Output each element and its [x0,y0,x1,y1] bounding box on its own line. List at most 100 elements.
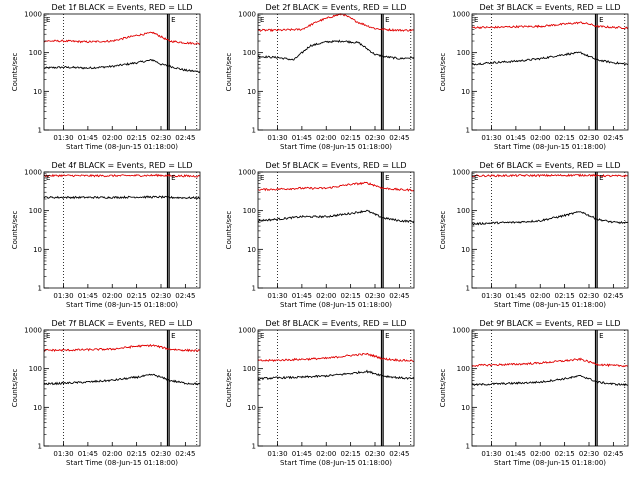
x-axis-label: Start Time (08-Jun-15 01:18:00) [66,143,178,151]
x-tick-label: 02:45 [603,134,623,142]
y-tick-label: 1 [466,127,470,135]
x-tick-label: 02:00 [316,450,336,458]
y-tick-label: 1 [252,127,256,135]
plot-frame [257,171,415,289]
series-line-events [257,369,415,381]
marker-e-label: E [171,174,175,182]
x-tick-label: 02:30 [365,292,385,300]
x-tick-label: 01:30 [53,292,73,300]
marker-e-label: E [385,332,389,340]
y-tick-label: 100 [457,365,470,373]
series-line-events [43,373,201,386]
y-tick-label: 1000 [238,169,256,177]
panel-title: Det 9f BLACK = Events, RED = LLD [479,319,620,328]
marker-e-label: E [599,332,603,340]
y-tick-label: 1 [252,285,256,293]
x-tick-label: 02:30 [579,292,599,300]
y-tick-label: 100 [243,49,256,57]
x-tick-label: 02:30 [151,134,171,142]
corner-e-label: E [260,174,264,182]
x-tick-label: 02:30 [365,134,385,142]
series-line-events [471,374,628,387]
series-line-lld [257,181,415,192]
y-tick-label: 100 [243,207,256,215]
y-axis-label: Counts/sec [439,211,447,250]
series-line-lld [257,12,415,33]
panel-title: Det 4f BLACK = Events, RED = LLD [51,161,192,170]
x-axis-label: Start Time (08-Jun-15 01:18:00) [66,301,178,309]
x-tick-label: 02:00 [102,292,122,300]
x-tick-label: 01:45 [506,292,526,300]
y-axis-label: Counts/sec [225,211,233,250]
x-tick-label: 01:30 [267,292,287,300]
panel-title: Det 6f BLACK = Events, RED = LLD [479,161,620,170]
panel-title: Det 5f BLACK = Events, RED = LLD [265,161,406,170]
x-tick-label: 01:45 [292,134,312,142]
y-tick-label: 1 [38,285,42,293]
y-tick-label: 1 [466,443,470,451]
y-tick-label: 1000 [452,327,470,335]
corner-e-label: E [46,332,50,340]
x-tick-label: 02:00 [102,450,122,458]
x-axis-label: Start Time (08-Jun-15 01:18:00) [280,301,392,309]
x-tick-label: 01:30 [481,292,501,300]
y-axis-label: Counts/sec [439,369,447,408]
panel-title: Det 1f BLACK = Events, RED = LLD [51,3,192,12]
y-tick-label: 10 [461,88,470,96]
x-axis-label: Start Time (08-Jun-15 01:18:00) [494,301,606,309]
x-tick-label: 01:30 [267,450,287,458]
plot-frame [43,171,201,289]
x-tick-label: 02:15 [127,292,147,300]
y-tick-label: 1 [38,443,42,451]
corner-e-label: E [474,174,478,182]
corner-e-label: E [46,16,50,24]
y-tick-label: 1000 [24,169,42,177]
x-tick-label: 02:00 [530,292,550,300]
x-tick-label: 02:00 [316,134,336,142]
y-axis-label: Counts/sec [11,211,19,250]
x-tick-label: 02:30 [579,134,599,142]
x-tick-label: 01:45 [506,450,526,458]
plot-frame [471,171,629,289]
y-tick-label: 10 [247,404,256,412]
x-tick-label: 01:45 [78,292,98,300]
x-tick-label: 02:15 [127,450,147,458]
x-tick-label: 01:30 [53,450,73,458]
x-tick-label: 01:30 [53,134,73,142]
y-tick-label: 1000 [238,11,256,19]
x-tick-label: 02:45 [603,292,623,300]
panel-title: Det 7f BLACK = Events, RED = LLD [51,319,192,328]
x-axis-label: Start Time (08-Jun-15 01:18:00) [280,459,392,467]
y-tick-label: 10 [247,246,256,254]
x-axis-label: Start Time (08-Jun-15 01:18:00) [494,143,606,151]
y-tick-label: 1 [38,127,42,135]
x-tick-label: 02:45 [389,134,409,142]
panel-title: Det 3f BLACK = Events, RED = LLD [479,3,620,12]
x-tick-label: 02:30 [579,450,599,458]
marker-e-label: E [385,16,389,24]
corner-e-label: E [260,16,264,24]
series-line-lld [471,357,628,368]
plot-frame [257,13,415,131]
x-tick-label: 01:45 [292,450,312,458]
series-line-lld [43,173,201,178]
x-tick-label: 02:15 [341,450,361,458]
y-axis-label: Counts/sec [225,53,233,92]
y-tick-label: 100 [457,207,470,215]
series-line-lld [43,343,200,353]
x-tick-label: 01:30 [267,134,287,142]
x-tick-label: 02:15 [127,134,147,142]
series-line-events [471,211,629,226]
y-tick-label: 10 [33,88,42,96]
x-axis-label: Start Time (08-Jun-15 01:18:00) [280,143,392,151]
y-tick-label: 100 [29,365,42,373]
x-tick-label: 02:15 [341,292,361,300]
x-tick-label: 02:15 [555,450,575,458]
y-tick-label: 10 [33,246,42,254]
y-tick-label: 100 [243,365,256,373]
